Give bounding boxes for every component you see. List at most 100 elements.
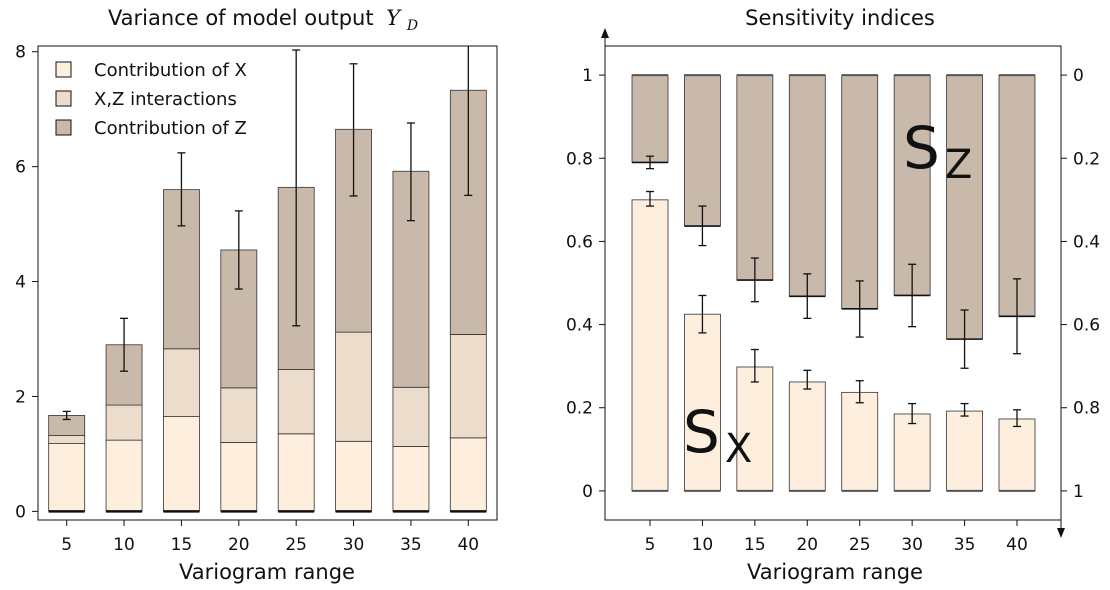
y-tick-label: 0.8 [566,149,593,169]
variance-chart-x-label: Variogram range [179,560,355,584]
up-arrow-icon [601,28,609,38]
x-tick-label: 5 [61,535,72,555]
y-tick-label: 2 [15,387,26,407]
bar-sx [788,381,826,492]
bar-contribution-x [277,433,315,512]
legend-label: Contribution of Z [94,118,247,139]
variance-chart-plot-frame [37,45,498,521]
y-tick-label: 8 [15,43,26,63]
x-tick-label: 20 [228,535,250,555]
bar-sz [946,74,983,340]
right-y-tick-label: 0.4 [1073,232,1100,252]
bar-sx [893,413,931,492]
x-tick-label: 20 [796,535,818,555]
x-tick-label: 25 [285,535,307,555]
sx-annotation-symbol: S [683,398,720,466]
sensitivity-chart-y-axis-left: 0 0.2 0.4 0.6 0.8 1 [566,66,605,502]
bar-sx [998,418,1036,492]
x-tick-label: 15 [744,535,766,555]
bar-xz-interactions [105,404,143,441]
bar-xz-interactions [392,386,430,447]
bar-sz [998,74,1036,317]
legend-swatch [55,61,72,78]
bar-sx [736,366,774,492]
y-tick-label: 0.6 [566,232,593,252]
sensitivity-chart-x-axis: 5 10 15 20 25 30 35 40 [645,520,1028,555]
legend-swatch [55,119,72,136]
bar-sx [684,313,721,492]
variance-chart-title-symbol: Y [386,6,402,30]
bar-xz-interactions [335,331,372,442]
y-tick-label: 4 [15,273,26,293]
bar-xz-interactions [163,348,200,417]
variance-chart-title: Variance of model output Y D [108,6,418,34]
bar-sz [893,74,931,296]
sz-annotation-subscript: Z [945,142,972,188]
bar-contribution-x [105,439,143,512]
bar-sz [841,74,879,310]
x-tick-label: 25 [849,535,871,555]
y-tick-label: 6 [15,158,26,178]
x-tick-label: 5 [645,535,656,555]
variance-chart-title-text: Variance of model output [108,6,374,30]
x-tick-label: 30 [343,535,365,555]
sensitivity-chart-bars [631,74,1036,492]
x-tick-label: 35 [954,535,976,555]
bar-contribution-x [163,416,200,512]
right-y-tick-label: 0.8 [1073,399,1100,419]
down-arrow-icon [1057,528,1065,538]
sensitivity-chart-x-label: Variogram range [747,560,923,584]
bar-sz [684,74,721,227]
variance-chart-error-bars [62,46,473,421]
x-tick-label: 10 [692,535,714,555]
bar-contribution-x [220,442,258,512]
legend-label: X,Z interactions [94,89,237,110]
variance-chart-x-axis: 5 10 15 20 25 30 35 40 [61,520,479,555]
variance-chart-legend: Contribution of X X,Z interactions Contrib… [55,60,247,139]
bar-xz-interactions [220,387,258,443]
y-tick-label: 0.2 [566,399,593,419]
variance-chart-y-axis: 0 2 4 6 8 [15,43,38,522]
bar-sx [946,410,983,492]
y-tick-label: 1 [582,66,593,86]
sx-annotation: S X [683,398,752,472]
legend-swatch [55,90,72,107]
variance-chart-title-subscript: D [406,18,418,34]
bar-contribution-x [392,446,430,512]
right-y-tick-label: 1 [1073,482,1084,502]
sensitivity-chart-title: Sensitivity indices [745,6,935,30]
sensitivity-chart-y-axis-right: 1 0.8 0.6 0.4 0.2 0 [1061,66,1100,502]
bar-xz-interactions [48,435,86,444]
right-y-tick-label: 0 [1073,66,1084,86]
bar-sz [788,74,826,297]
y-tick-label: 0.4 [566,316,593,336]
x-tick-label: 30 [901,535,923,555]
x-tick-label: 35 [400,535,422,555]
right-y-tick-label: 0.6 [1073,316,1100,336]
bar-sx [841,391,879,492]
x-tick-label: 15 [171,535,193,555]
sensitivity-chart-plot-frame [604,45,1062,521]
x-tick-label: 10 [113,535,135,555]
y-tick-label: 0 [15,502,26,522]
variance-chart: Variance of model output Y D 0 2 4 6 8 5 10 15… [15,6,498,584]
sx-annotation-subscript: X [725,426,752,472]
x-tick-label: 40 [1006,535,1028,555]
bar-contribution-x [335,440,372,512]
variance-chart-bars [48,89,487,513]
x-tick-label: 40 [457,535,479,555]
sensitivity-chart: Sensitivity indices 00.20.40.60.81 10.80… [566,6,1100,584]
sz-annotation-symbol: S [903,114,940,182]
bar-sx [631,199,669,492]
legend-label: Contribution of X [94,60,247,81]
bar-xz-interactions [277,369,315,435]
bar-sz [736,74,774,281]
sz-annotation: S Z [903,114,972,188]
bar-sz [631,74,669,163]
right-y-tick-label: 0.2 [1073,149,1100,169]
sensitivity-chart-error-bars [632,155,1035,428]
y-tick-label: 0 [582,482,593,502]
bar-xz-interactions [449,334,487,439]
bar-contribution-x [449,437,487,512]
